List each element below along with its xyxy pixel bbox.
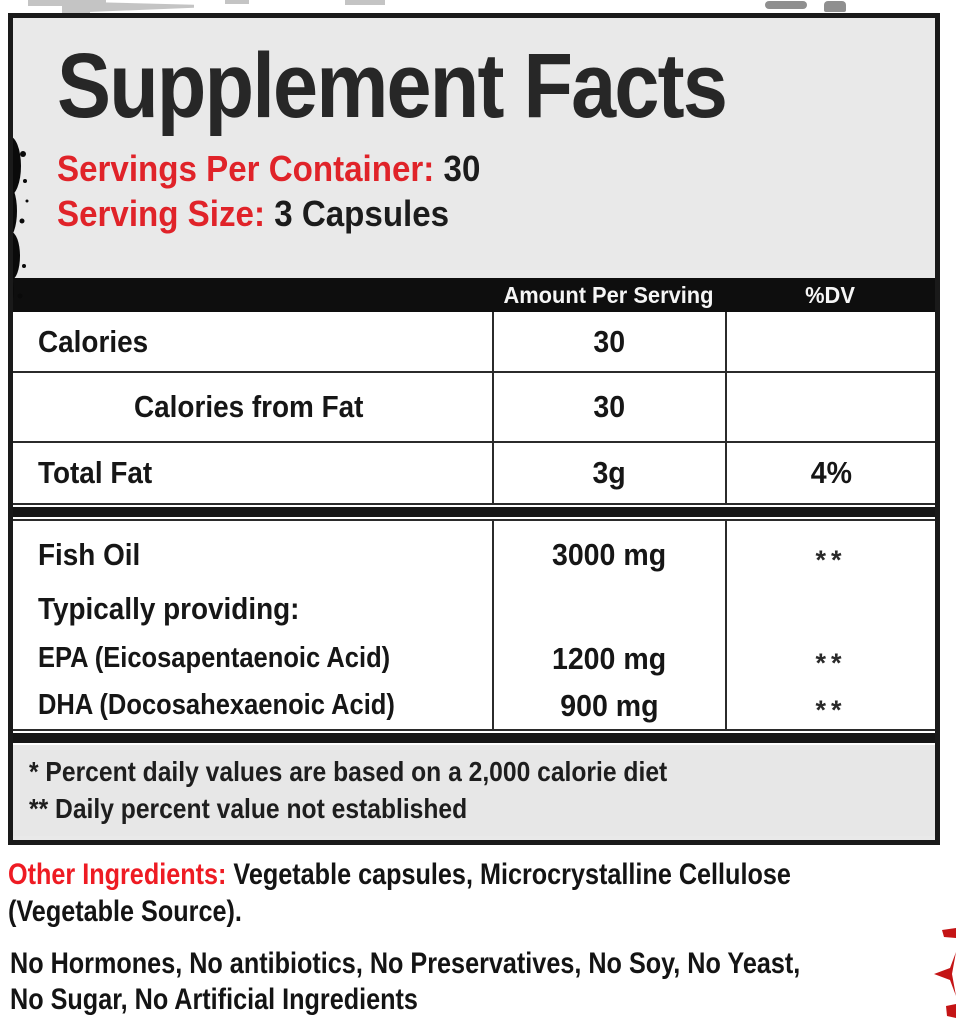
fish-names-column: Fish Oil Typically providing: EPA (Eicos… bbox=[13, 521, 492, 729]
thick-divider bbox=[13, 505, 935, 519]
label-header: Supplement Facts Servings Per Container:… bbox=[13, 18, 935, 278]
scan-artifact bbox=[824, 1, 846, 12]
fish-amounts-column: 3000 mg 1200 mg 900 mg bbox=[492, 521, 725, 729]
facts-table-body: Calories 30 Calories from Fat 30 Total F… bbox=[13, 312, 935, 745]
scan-artifact bbox=[765, 1, 807, 9]
row-name: Total Fat bbox=[38, 455, 153, 490]
serving-size-line: Serving Size: 3 Capsules bbox=[57, 191, 865, 236]
dha-dv: ** bbox=[815, 695, 847, 725]
row-amount: 30 bbox=[593, 389, 626, 424]
table-row-calories: Calories 30 bbox=[13, 312, 935, 373]
other-ingredients-label: Other Ingredients: bbox=[8, 858, 227, 891]
scan-artifact bbox=[88, 2, 194, 12]
footnote-daily-values: * Percent daily values are based on a 2,… bbox=[29, 756, 668, 787]
scan-artifact bbox=[225, 0, 249, 4]
dha-name: DHA (Docosahexaenoic Acid) bbox=[38, 689, 395, 721]
row-name: Calories from Fat bbox=[134, 389, 364, 424]
scan-artifact bbox=[62, 0, 90, 14]
footnote-not-established: ** Daily percent value not established bbox=[29, 793, 468, 824]
other-ingredients-text: Vegetable capsules, Microcrystalline Cel… bbox=[226, 858, 791, 891]
footnote-section: * Percent daily values are based on a 2,… bbox=[13, 745, 935, 836]
page-title: Supplement Facts bbox=[57, 35, 728, 137]
red-star-graphic bbox=[934, 928, 956, 1018]
typically-providing-label: Typically providing: bbox=[38, 591, 300, 626]
serving-info: Servings Per Container: 30 Serving Size:… bbox=[57, 146, 935, 236]
serving-size-value: 3 Capsules bbox=[274, 193, 450, 234]
fish-oil-section: Fish Oil Typically providing: EPA (Eicos… bbox=[13, 519, 935, 731]
claims-line-2: No Sugar, No Artificial Ingredients bbox=[10, 983, 418, 1016]
row-amount: 3g bbox=[592, 455, 627, 490]
other-ingredients: Other Ingredients: Vegetable capsules, M… bbox=[8, 856, 791, 930]
ink-splatter bbox=[13, 137, 29, 300]
table-row-calories-from-fat: Calories from Fat 30 bbox=[13, 373, 935, 443]
row-name: Calories bbox=[38, 323, 149, 359]
fish-dv-column: ** ** ** bbox=[725, 521, 935, 729]
servings-per-container-label: Servings Per Container: bbox=[57, 148, 435, 189]
servings-per-container-value: 30 bbox=[443, 148, 481, 189]
header-amount-per-serving: Amount Per Serving bbox=[503, 281, 714, 308]
scan-artifact bbox=[345, 0, 385, 5]
epa-name: EPA (Eicosapentaenoic Acid) bbox=[38, 642, 391, 674]
dha-amount: 900 mg bbox=[560, 687, 659, 723]
fish-oil-amount: 3000 mg bbox=[552, 537, 667, 572]
row-amount: 30 bbox=[593, 323, 626, 359]
other-ingredients-text-2: (Vegetable Source). bbox=[8, 895, 242, 928]
fish-oil-dv: ** bbox=[815, 544, 847, 575]
thick-divider bbox=[13, 731, 935, 745]
header-percent-dv: %DV bbox=[805, 281, 855, 308]
serving-size-label: Serving Size: bbox=[57, 193, 265, 234]
supplement-facts-panel: Supplement Facts Servings Per Container:… bbox=[8, 13, 940, 845]
claims-line-1: No Hormones, No antibiotics, No Preserva… bbox=[10, 947, 801, 980]
epa-dv: ** bbox=[815, 648, 847, 678]
fish-oil-name: Fish Oil bbox=[38, 537, 141, 572]
table-row-total-fat: Total Fat 3g 4% bbox=[13, 443, 935, 505]
servings-per-container-line: Servings Per Container: 30 bbox=[57, 146, 865, 191]
table-header-row: Amount Per Serving %DV bbox=[13, 278, 935, 312]
row-dv: 4% bbox=[810, 455, 852, 490]
claims-text: No Hormones, No antibiotics, No Preserva… bbox=[10, 946, 800, 1018]
epa-amount: 1200 mg bbox=[552, 640, 667, 676]
